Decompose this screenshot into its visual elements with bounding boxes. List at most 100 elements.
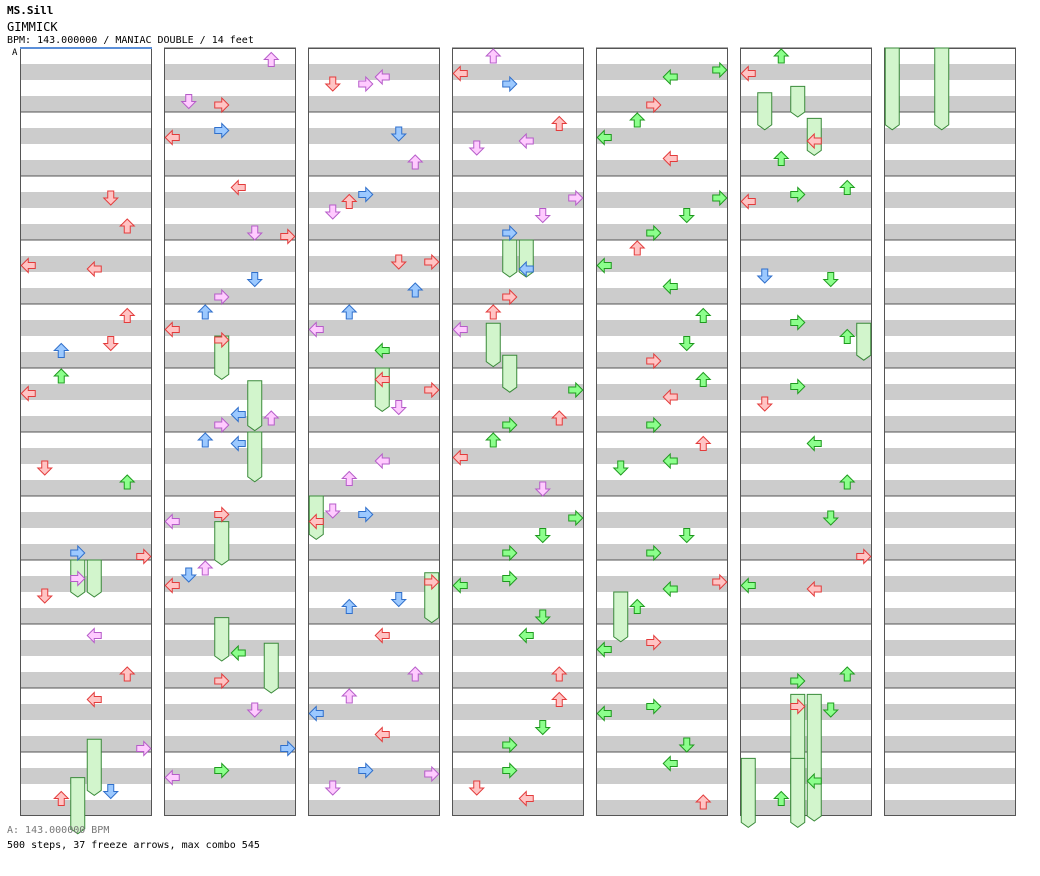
beat-stripe xyxy=(884,736,1016,752)
beat-stripe xyxy=(740,320,872,336)
step-arrow-right xyxy=(502,75,518,93)
chart-column-frame xyxy=(740,48,872,816)
beat-stripe xyxy=(884,352,1016,368)
beat-stripe xyxy=(884,160,1016,176)
step-arrow-left xyxy=(20,385,36,402)
beat-stripe xyxy=(452,352,584,368)
beat-stripe xyxy=(308,96,440,112)
step-arrow-right xyxy=(502,224,518,242)
step-arrow-left xyxy=(518,132,534,150)
step-arrow-left xyxy=(452,65,468,82)
freeze-arrow-body xyxy=(485,322,501,368)
step-arrow-down xyxy=(756,396,773,412)
beat-stripe xyxy=(884,256,1016,272)
beat-stripe xyxy=(308,288,440,304)
step-arrow-left xyxy=(374,68,390,86)
step-arrow-down xyxy=(390,400,407,416)
step-arrow-right xyxy=(712,61,728,79)
beat-stripe xyxy=(308,640,440,656)
freeze-arrow-body xyxy=(856,322,872,361)
beat-stripe xyxy=(308,768,440,784)
chart-column-frame xyxy=(308,48,440,816)
beat-stripe xyxy=(20,416,152,432)
step-arrow-right xyxy=(568,381,584,399)
step-arrow-left xyxy=(308,705,324,722)
beat-stripe xyxy=(164,768,296,784)
step-arrow-right xyxy=(136,548,152,565)
step-arrow-left xyxy=(20,257,36,274)
beat-stripe xyxy=(452,384,584,400)
step-arrow-right xyxy=(856,548,872,565)
step-arrow-left xyxy=(662,68,678,86)
beat-stripe xyxy=(20,672,152,688)
beat-stripe xyxy=(20,704,152,720)
step-arrow-left xyxy=(596,705,612,722)
step-arrow-left xyxy=(86,627,102,644)
step-arrow-up xyxy=(551,410,568,426)
step-arrow-right xyxy=(502,762,518,779)
step-arrow-up xyxy=(53,342,70,358)
step-arrow-left xyxy=(230,406,246,423)
beat-stripe xyxy=(164,160,296,176)
beat-stripe xyxy=(740,608,872,624)
beat-stripe xyxy=(452,640,584,656)
step-arrow-right xyxy=(136,740,152,757)
step-arrow-right xyxy=(424,765,440,783)
step-arrow-right xyxy=(214,288,230,306)
step-arrow-right xyxy=(502,288,518,306)
beat-stripe xyxy=(884,320,1016,336)
beat-stripe xyxy=(596,416,728,432)
freeze-arrow-body xyxy=(214,521,230,566)
beat-stripe xyxy=(596,128,728,144)
song-title: GIMMICK xyxy=(7,20,58,34)
beat-stripe xyxy=(164,128,296,144)
step-arrow-right xyxy=(790,672,806,690)
step-arrow-up xyxy=(551,691,568,707)
step-arrow-right xyxy=(358,186,374,203)
step-arrow-right xyxy=(712,189,728,207)
freeze-arrow-body xyxy=(884,47,900,131)
beat-stripe xyxy=(308,736,440,752)
beat-stripe xyxy=(740,128,872,144)
step-arrow-right xyxy=(70,570,86,587)
step-arrow-down xyxy=(390,126,407,142)
beat-stripe xyxy=(164,192,296,208)
beat-stripe xyxy=(884,64,1016,80)
beat-stripe xyxy=(308,800,440,816)
beat-stripe xyxy=(20,608,152,624)
step-arrow-left xyxy=(662,452,678,470)
step-arrow-up xyxy=(197,304,214,320)
beat-stripe xyxy=(452,480,584,496)
beat-stripe xyxy=(740,640,872,656)
step-arrow-left xyxy=(596,129,612,146)
step-arrow-up xyxy=(341,470,358,486)
beat-stripe xyxy=(596,704,728,720)
step-arrow-down xyxy=(36,460,53,476)
beat-stripe xyxy=(452,768,584,784)
beat-stripe xyxy=(884,544,1016,560)
step-arrow-left xyxy=(374,342,390,359)
beat-stripe xyxy=(308,384,440,400)
freeze-arrow-body xyxy=(86,559,102,598)
beat-stripe xyxy=(596,768,728,784)
step-arrow-right xyxy=(280,740,296,757)
step-arrow-up xyxy=(839,474,856,490)
beat-stripe xyxy=(20,288,152,304)
freeze-arrow-body xyxy=(613,591,629,643)
step-arrow-up xyxy=(485,48,502,64)
step-arrow-left xyxy=(662,388,678,406)
beat-stripe xyxy=(164,288,296,304)
beat-stripe xyxy=(884,416,1016,432)
freeze-arrow-body xyxy=(502,239,518,278)
step-arrow-left xyxy=(518,790,534,807)
step-arrow-up xyxy=(485,304,502,320)
beat-stripe xyxy=(452,416,584,432)
chart-stats: 500 steps, 37 freeze arrows, max combo 5… xyxy=(7,840,260,851)
freeze-arrow-body xyxy=(247,380,263,432)
beat-stripe xyxy=(20,256,152,272)
beat-stripe xyxy=(20,448,152,464)
bpm-marker-label: A xyxy=(12,48,18,58)
freeze-arrow-body xyxy=(214,335,230,381)
beat-stripe xyxy=(20,480,152,496)
beat-stripe xyxy=(740,384,872,400)
